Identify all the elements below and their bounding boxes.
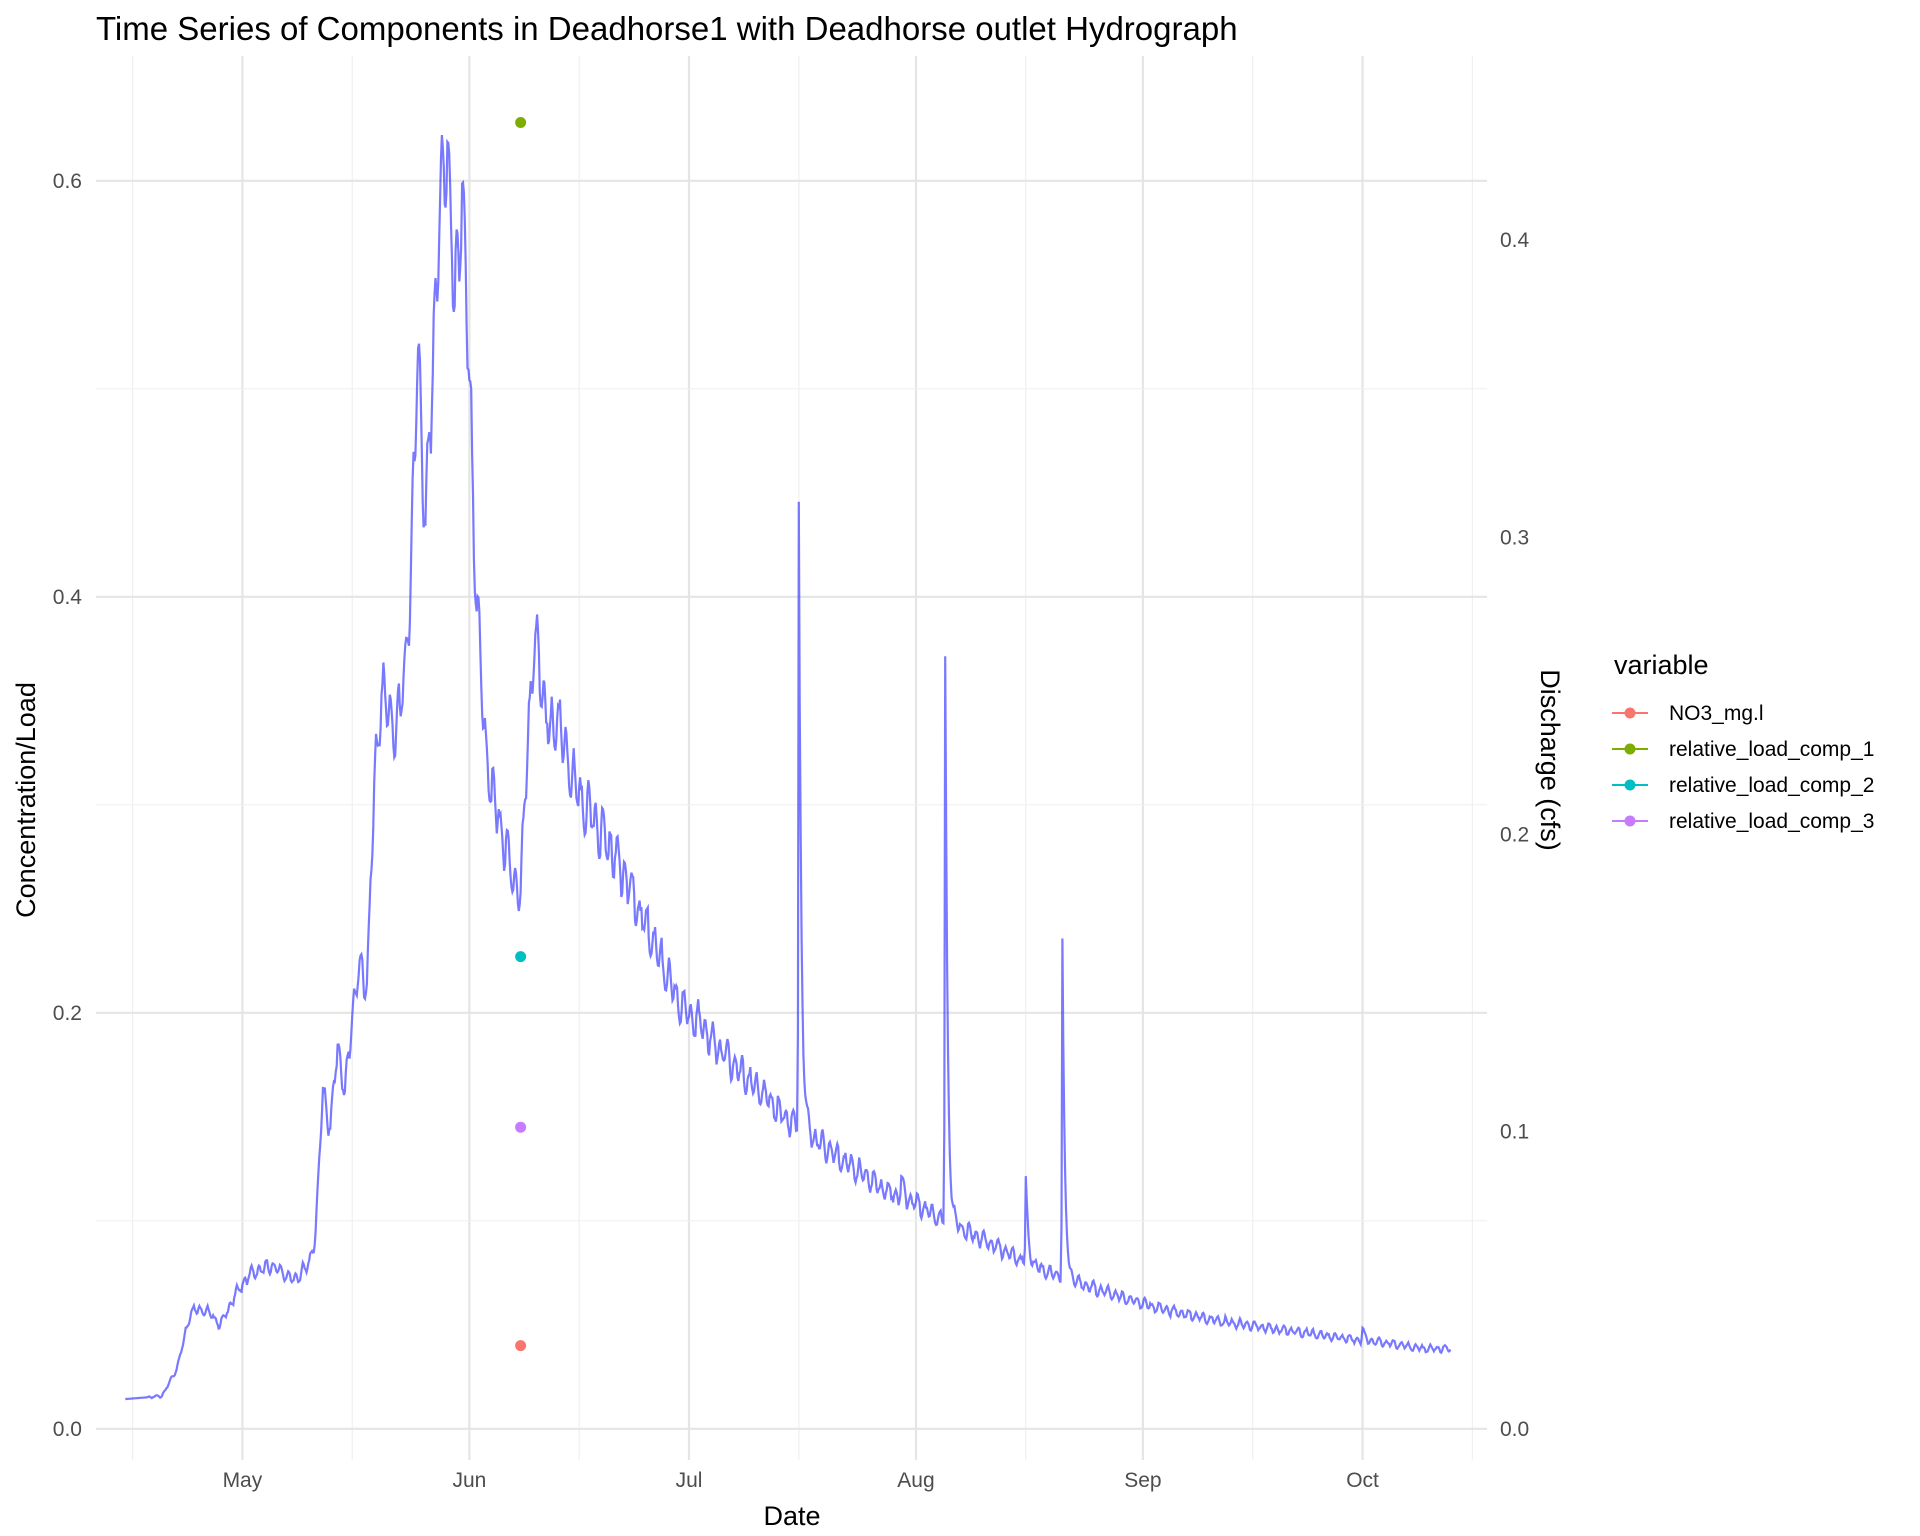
y2-tick-label: 0.1 [1500,1121,1529,1144]
legend-label: NO3_mg.l [1669,702,1764,725]
x-tick-label: Jul [676,1469,703,1492]
point-NO3_mg.l [515,1340,527,1352]
y2-tick-label: 0.0 [1500,1418,1529,1441]
point-relative_load_comp_3 [515,1121,527,1133]
y-tick-label: 0.6 [53,170,82,193]
x-tick-label: Aug [897,1469,934,1492]
y-tick-label: 0.0 [53,1418,82,1441]
data-points [515,117,527,1352]
x-tick-label: Sep [1124,1469,1161,1492]
y2-axis-title: Discharge (cfs) [1535,669,1565,851]
x-tick-label: Oct [1346,1469,1379,1492]
x-tick-label: Jun [452,1469,486,1492]
hydrograph [125,135,1452,1401]
hydrograph-line [125,135,1452,1401]
y-axis-title: Concentration/Load [11,682,41,918]
legend-title: variable [1614,650,1709,680]
legend-label: relative_load_comp_2 [1669,774,1874,797]
legend-key-dot [1624,743,1636,755]
y2-tick-label: 0.2 [1500,824,1529,847]
y-axis: 0.0 0.2 0.4 0.6 [53,170,83,1441]
legend-label: relative_load_comp_1 [1669,738,1874,761]
point-relative_load_comp_1 [515,117,527,129]
y2-tick-label: 0.4 [1500,229,1530,252]
legend-key-dot [1624,815,1636,827]
legend-key-dot [1624,779,1636,791]
y-tick-label: 0.4 [53,586,83,609]
x-axis: May Jun Jul Aug Sep Oct [223,1469,1379,1492]
grid [96,56,1487,1460]
y2-tick-label: 0.3 [1500,526,1529,549]
legend: variable NO3_mg.l relative_load_comp_1rel… [1612,650,1874,833]
chart-title: Time Series of Components in Deadhorse1 … [96,10,1238,47]
legend-key-dot [1624,707,1636,719]
x-axis-title: Date [763,1501,820,1531]
y-tick-label: 0.2 [53,1002,82,1025]
x-tick-label: May [223,1469,263,1492]
secondary-y-axis: 0.0 0.1 0.2 0.3 0.4 [1500,229,1530,1441]
point-relative_load_comp_2 [515,951,527,963]
legend-label: relative_load_comp_3 [1669,810,1874,833]
